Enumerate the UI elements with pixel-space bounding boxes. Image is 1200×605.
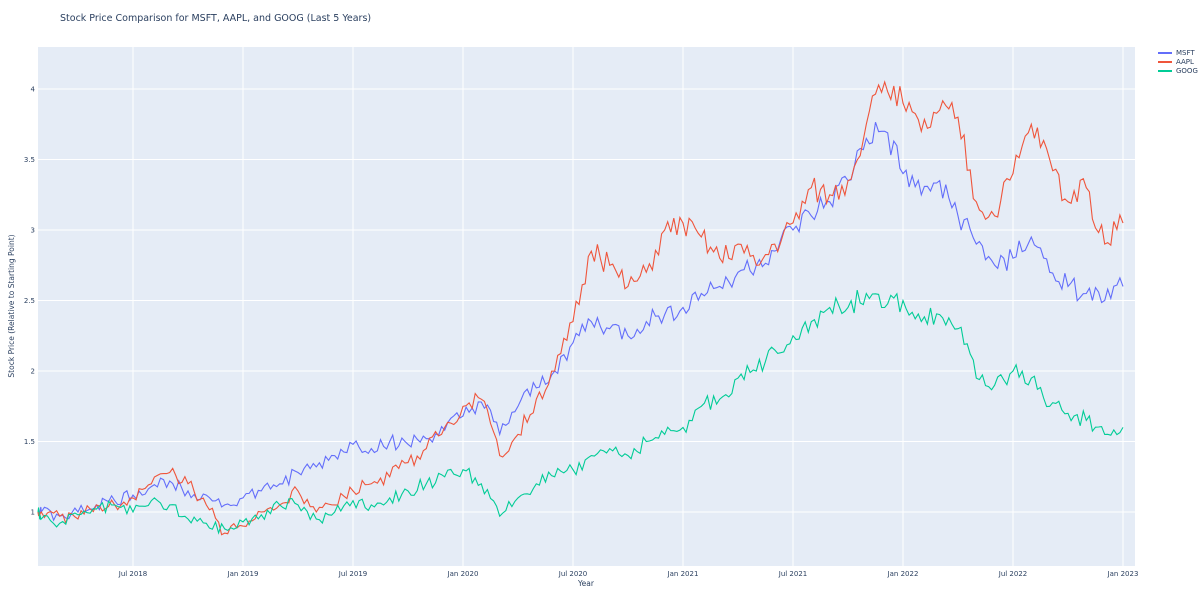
series-lines	[37, 80, 1124, 536]
svg-text:1: 1	[31, 509, 35, 517]
aapl-swatch-icon	[1158, 60, 1172, 63]
legend-label: MSFT	[1176, 48, 1195, 57]
svg-text:1.5: 1.5	[24, 438, 35, 446]
y-axis-ticks: 1 1.5 2 2.5 3 3.5 4	[24, 86, 36, 517]
legend: MSFT AAPL GOOG	[1158, 48, 1198, 75]
gridlines	[38, 47, 1135, 566]
svg-text:3.5: 3.5	[24, 156, 35, 164]
x-axis-title: Year	[577, 579, 595, 588]
plot-area[interactable]	[38, 47, 1135, 566]
chart-title: Stock Price Comparison for MSFT, AAPL, a…	[60, 13, 372, 24]
y-axis-title: Stock Price (Relative to Starting Point)	[7, 234, 16, 377]
x-axis-ticks: Jul 2018 Jan 2019 Jul 2019 Jan 2020 Jul 2020…	[118, 570, 1139, 578]
svg-text:Jan 2023: Jan 2023	[1107, 570, 1139, 578]
svg-text:Jul 2020: Jul 2020	[558, 570, 588, 578]
goog-line[interactable]	[37, 289, 1124, 535]
legend-label: AAPL	[1176, 57, 1194, 66]
svg-text:Jan 2020: Jan 2020	[447, 570, 479, 578]
svg-text:4: 4	[31, 86, 36, 94]
msft-line[interactable]	[37, 122, 1124, 522]
legend-item-aapl[interactable]: AAPL	[1158, 57, 1198, 66]
legend-label: GOOG	[1176, 66, 1198, 75]
svg-text:3: 3	[31, 227, 35, 235]
svg-text:2.5: 2.5	[24, 297, 35, 305]
aapl-line[interactable]	[37, 80, 1124, 536]
legend-item-msft[interactable]: MSFT	[1158, 48, 1198, 57]
svg-text:Jan 2021: Jan 2021	[667, 570, 699, 578]
legend-item-goog[interactable]: GOOG	[1158, 66, 1198, 75]
svg-text:Jul 2021: Jul 2021	[778, 570, 808, 578]
svg-text:Jan 2022: Jan 2022	[887, 570, 919, 578]
svg-text:2: 2	[31, 368, 35, 376]
svg-text:Jul 2018: Jul 2018	[118, 570, 148, 578]
svg-text:Jul 2022: Jul 2022	[998, 570, 1028, 578]
svg-text:Jul 2019: Jul 2019	[338, 570, 368, 578]
msft-swatch-icon	[1158, 51, 1172, 54]
svg-text:Jan 2019: Jan 2019	[227, 570, 259, 578]
goog-swatch-icon	[1158, 69, 1172, 72]
